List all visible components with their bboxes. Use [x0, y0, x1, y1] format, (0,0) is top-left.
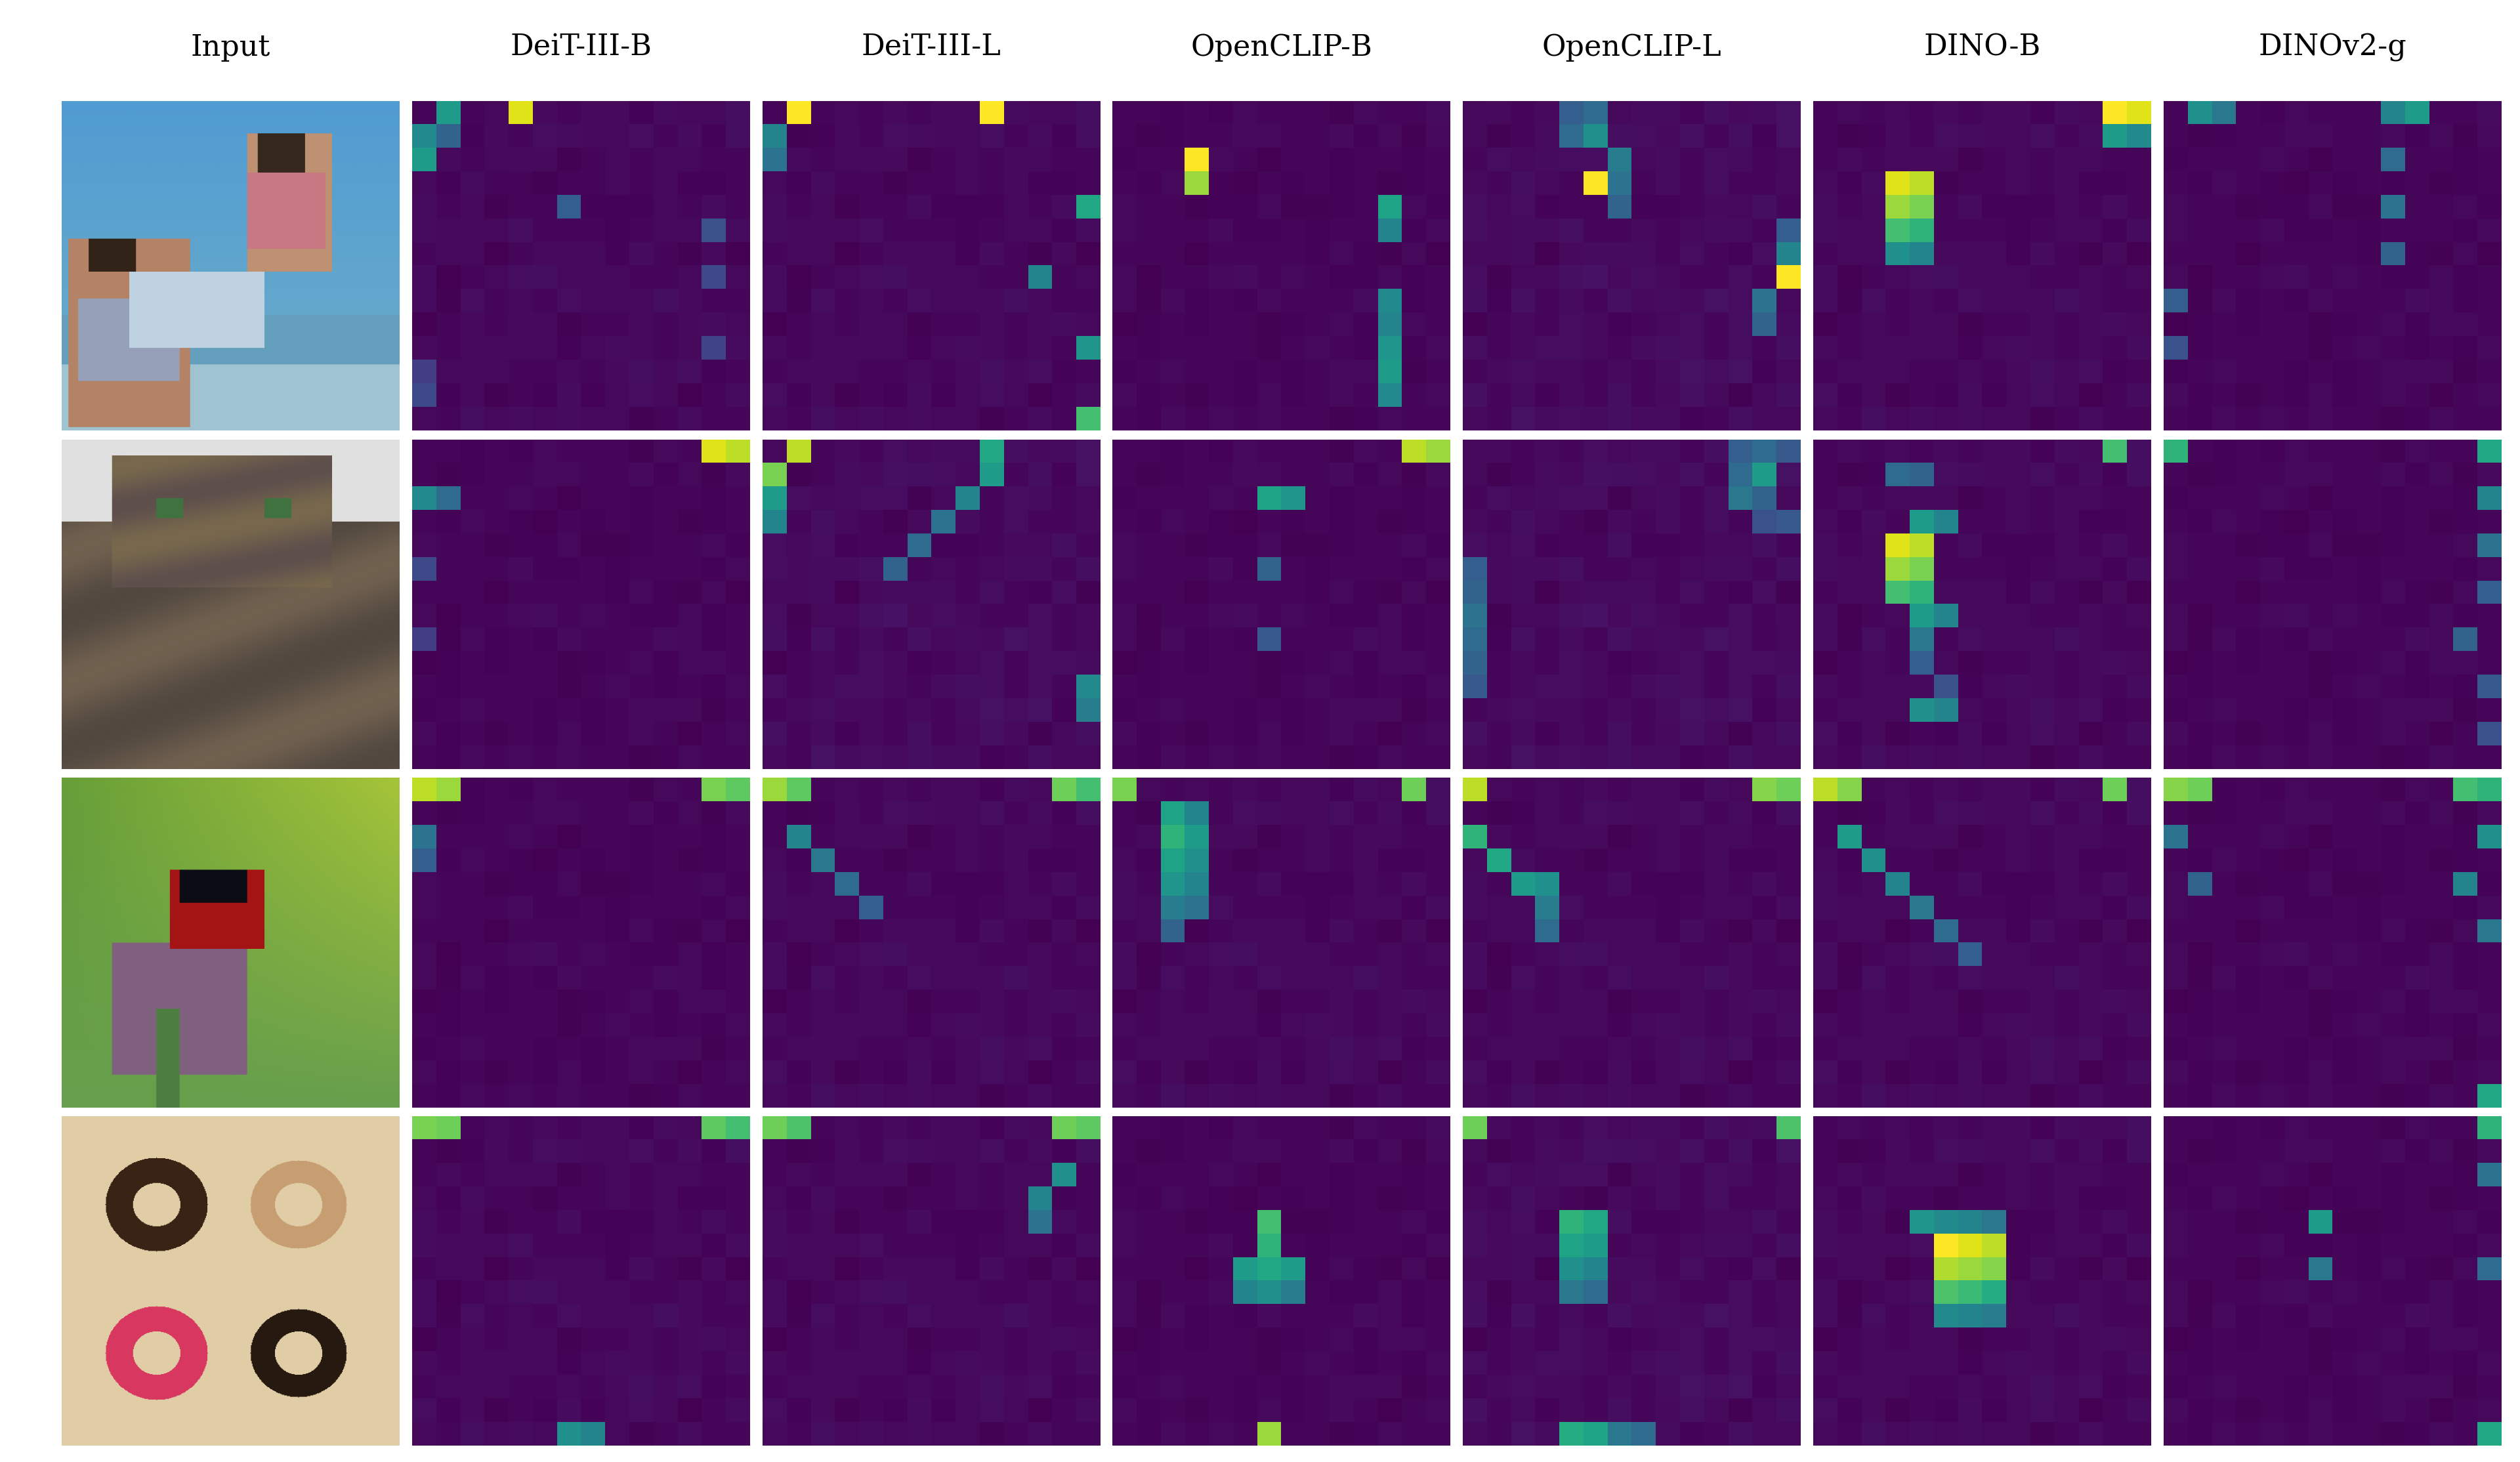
Text: Input: Input — [192, 34, 270, 61]
Text: DeiT-III-B: DeiT-III-B — [509, 34, 653, 61]
Text: OpenCLIP-L: OpenCLIP-L — [1542, 34, 1721, 61]
Text: OpenCLIP-B: OpenCLIP-B — [1189, 34, 1373, 61]
Text: DINOv2-g: DINOv2-g — [2258, 34, 2407, 61]
Text: DINO-B: DINO-B — [1923, 34, 2041, 61]
Text: DeiT-III-L: DeiT-III-L — [862, 34, 1000, 61]
